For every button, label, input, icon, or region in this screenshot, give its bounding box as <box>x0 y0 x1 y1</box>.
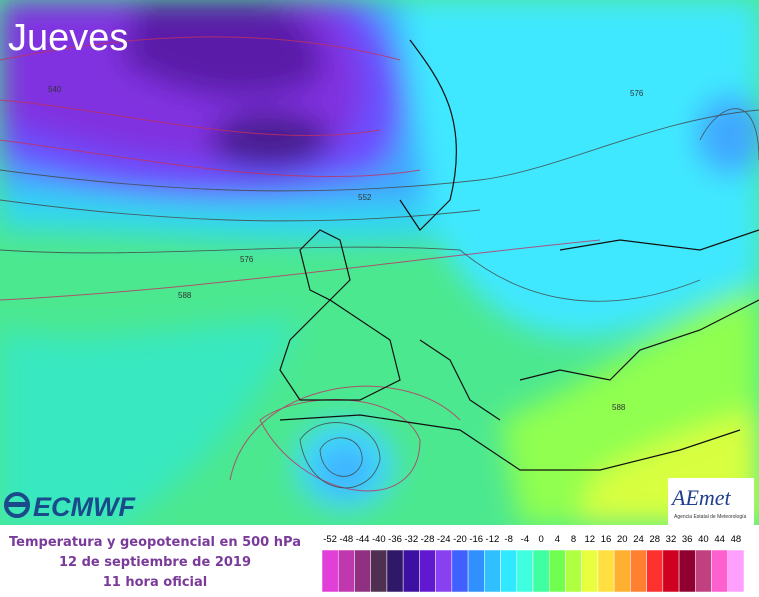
legend-swatch <box>484 549 501 593</box>
legend-label: 48 <box>731 534 742 545</box>
contour-label: 576 <box>240 255 254 264</box>
legend-swatch <box>646 549 664 593</box>
legend-label: 36 <box>682 534 693 545</box>
legend-swatch <box>370 549 388 593</box>
legend-swatch <box>516 549 534 593</box>
legend: -52 -48 -44 -40 -36 -32 -28 -24 -20 -16 -12 -8 -4 0 4 8… <box>321 534 745 593</box>
legend-label: 44 <box>714 534 725 545</box>
legend-swatch <box>548 549 566 593</box>
legend-label: -20 <box>453 534 467 545</box>
legend-swatch <box>630 549 647 593</box>
contour-label: 540 <box>48 85 62 94</box>
legend-label: 32 <box>666 534 677 545</box>
legend-label: -48 <box>339 534 353 545</box>
map: Jueves 540 552 576 588 576 588 ECMWF AEm… <box>0 0 759 525</box>
legend-swatch <box>435 549 453 593</box>
legend-label: -12 <box>486 534 500 545</box>
legend-swatch <box>727 549 745 593</box>
legend-label: -16 <box>469 534 483 545</box>
legend-swatch <box>467 549 485 593</box>
legend-label: -44 <box>356 534 370 545</box>
legend-label: 24 <box>633 534 644 545</box>
legend-label: -28 <box>421 534 435 545</box>
legend-swatch <box>337 549 355 593</box>
legend-label: -36 <box>388 534 402 545</box>
contour-label: 588 <box>178 291 192 300</box>
legend-swatch <box>451 549 469 593</box>
legend-label: 12 <box>585 534 596 545</box>
legend-label: 4 <box>555 534 560 545</box>
legend-label: 0 <box>538 534 543 545</box>
aemet-logo: AEmet Agencia Estatal de Meteorología <box>668 478 754 525</box>
legend-swatch <box>678 549 696 593</box>
legend-label: -24 <box>437 534 451 545</box>
caption-line: Temperatura y geopotencial en 500 hPa <box>9 535 301 550</box>
legend-swatch <box>613 549 631 593</box>
legend-label: -52 <box>323 534 337 545</box>
ecmwf-logo: ECMWF <box>4 492 136 522</box>
legend-label: -8 <box>504 534 512 545</box>
contour-label: 552 <box>358 193 372 202</box>
legend-label: 8 <box>571 534 576 545</box>
legend-swatch <box>419 549 436 593</box>
ecmwf-text: ECMWF <box>33 492 136 522</box>
legend-label: 40 <box>698 534 709 545</box>
legend-swatch <box>711 549 729 593</box>
legend-swatch <box>597 549 615 593</box>
legend-swatch <box>581 549 599 593</box>
legend-swatch <box>565 549 582 593</box>
legend-swatch <box>402 549 420 593</box>
legend-label: -4 <box>521 534 529 545</box>
legend-label: -32 <box>404 534 418 545</box>
legend-label: -40 <box>372 534 386 545</box>
contour-label: 588 <box>612 403 626 412</box>
legend-swatch <box>662 549 680 593</box>
map-title: Jueves <box>8 17 128 59</box>
caption-line: 11 hora oficial <box>103 575 207 590</box>
contour-labels: 540 552 576 588 576 588 <box>48 85 644 412</box>
legend-swatch <box>321 549 339 593</box>
aemet-subtitle: Agencia Estatal de Meteorología <box>674 514 746 520</box>
legend-swatch <box>500 549 518 593</box>
legend-swatch <box>386 549 404 593</box>
legend-label: 20 <box>617 534 628 545</box>
caption-line: 12 de septiembre de 2019 <box>59 555 251 570</box>
legend-label: 16 <box>601 534 612 545</box>
legend-swatch <box>532 549 550 593</box>
aemet-text: AEmet <box>670 485 732 510</box>
legend-label: 28 <box>649 534 660 545</box>
legend-swatch <box>695 549 712 593</box>
legend-swatch <box>354 549 371 593</box>
contour-label: 576 <box>630 89 644 98</box>
